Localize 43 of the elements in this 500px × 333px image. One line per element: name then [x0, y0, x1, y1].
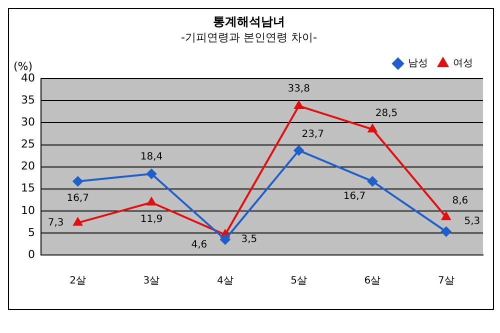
y-tick-label: 15: [20, 182, 35, 195]
point: [442, 212, 451, 220]
point: [72, 176, 83, 186]
chart-title: 통계해석남녀: [213, 14, 285, 28]
data-label: 33,8: [288, 84, 310, 95]
legend-label: 남성: [408, 58, 428, 70]
x-tick-label: 3살: [143, 276, 160, 287]
x-tick-label: 2살: [70, 276, 86, 287]
legend-label: 여성: [453, 58, 473, 70]
point: [294, 100, 304, 109]
data-label: 7,3: [48, 217, 64, 228]
data-label: 18,4: [140, 151, 163, 162]
y-tick-label: 30: [20, 116, 35, 129]
x-tick-label: 7살: [438, 276, 454, 287]
y-tick-label: 5: [28, 226, 35, 239]
y-tick-label: 25: [20, 138, 35, 151]
data-label: 16,7: [343, 190, 366, 202]
data-label: 5,3: [464, 216, 480, 228]
point: [441, 226, 452, 237]
data-label: 28,5: [375, 108, 398, 119]
y-tick-label: 35: [20, 94, 35, 107]
x-tick-label: 5살: [290, 276, 308, 287]
y-tick-label: 20: [20, 160, 35, 173]
point: [73, 218, 82, 226]
point: [220, 234, 230, 245]
data-label: 3,5: [241, 234, 258, 246]
point: [294, 145, 304, 156]
point: [146, 168, 156, 179]
x-tick-label: 4살: [216, 276, 234, 287]
chart-subtitle: -기피연령과 본인연령 차이-: [181, 30, 317, 44]
y-tick-label: 0: [28, 248, 35, 261]
point: [368, 176, 378, 186]
x-tick-label: 6살: [364, 276, 381, 287]
data-label: 8,6: [452, 196, 468, 207]
y-tick-label: 40: [20, 71, 35, 84]
data-label: 16,7: [66, 192, 89, 204]
data-label: 11,9: [140, 214, 163, 226]
y-tick-label: 10: [20, 204, 35, 217]
y-axis-title: (%): [13, 60, 33, 73]
point: [368, 124, 377, 132]
data-label: 4,6: [191, 239, 208, 250]
data-label: 23,7: [302, 129, 324, 140]
point: [147, 198, 156, 206]
